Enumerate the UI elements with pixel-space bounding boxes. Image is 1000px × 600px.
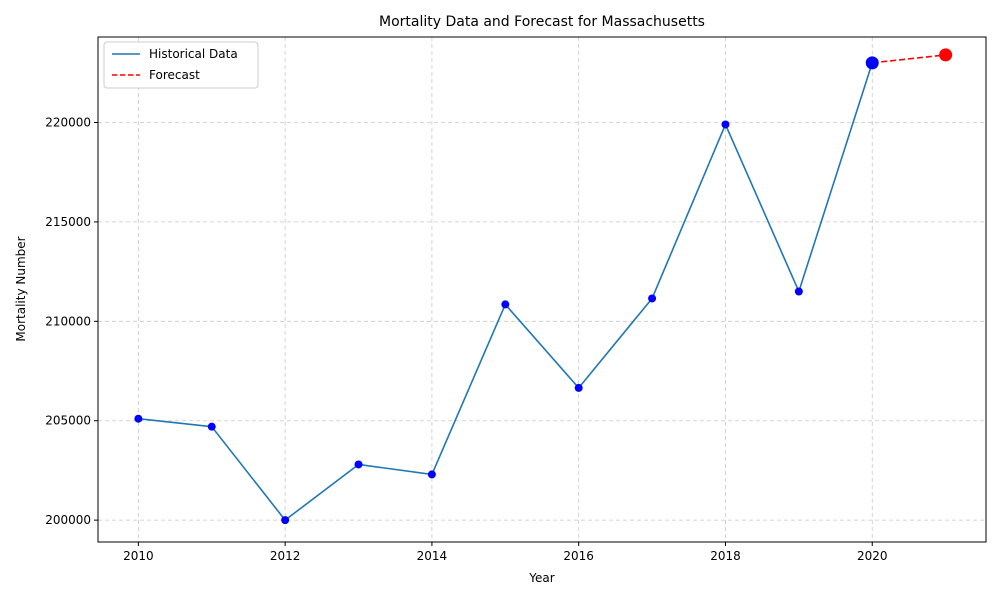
- x-axis-ticks: 2010 2012 2014 2016 2018 2020: [123, 542, 888, 563]
- y-axis-label: Mortality Number: [14, 236, 28, 341]
- historical-data-point: [794, 287, 803, 296]
- historical-data-point: [501, 300, 510, 309]
- x-tick-label: 2018: [710, 549, 741, 563]
- chart-title: Mortality Data and Forecast for Massachu…: [379, 14, 705, 30]
- legend: Historical Data Forecast: [103, 41, 259, 89]
- y-axis-ticks: 200000 205000 210000 215000 220000: [45, 115, 98, 527]
- x-tick-label: 2012: [270, 549, 301, 563]
- historical-data-point: [354, 460, 363, 469]
- y-tick-label: 220000: [45, 115, 91, 129]
- y-tick-label: 210000: [45, 314, 91, 328]
- historical-data-point: [281, 516, 290, 525]
- y-tick-label: 215000: [45, 215, 91, 229]
- legend-box: [103, 41, 259, 89]
- x-tick-label: 2016: [563, 549, 594, 563]
- historical-data-point: [134, 414, 143, 423]
- x-axis-label: Year: [528, 571, 554, 585]
- historical-data-point: [427, 470, 436, 479]
- forecast-line: [872, 54, 946, 64]
- forecast-point: [939, 48, 953, 62]
- data-points: [134, 48, 953, 525]
- historical-data-point: [574, 383, 583, 392]
- last-actual-point: [865, 56, 879, 70]
- plot-area-background: [98, 37, 986, 542]
- y-tick-label: 205000: [45, 414, 91, 428]
- x-tick-label: 2010: [123, 549, 154, 563]
- legend-label-historical: Historical Data: [149, 47, 238, 61]
- legend-label-forecast: Forecast: [149, 68, 200, 82]
- y-tick-label: 200000: [45, 513, 91, 527]
- plot-frame: [97, 36, 987, 543]
- x-tick-label: 2014: [417, 549, 448, 563]
- historical-data-point: [207, 422, 216, 431]
- historical-data-point: [721, 120, 730, 129]
- grid-lines: [98, 37, 986, 542]
- historical-data-point: [648, 294, 657, 303]
- x-tick-label: 2020: [857, 549, 888, 563]
